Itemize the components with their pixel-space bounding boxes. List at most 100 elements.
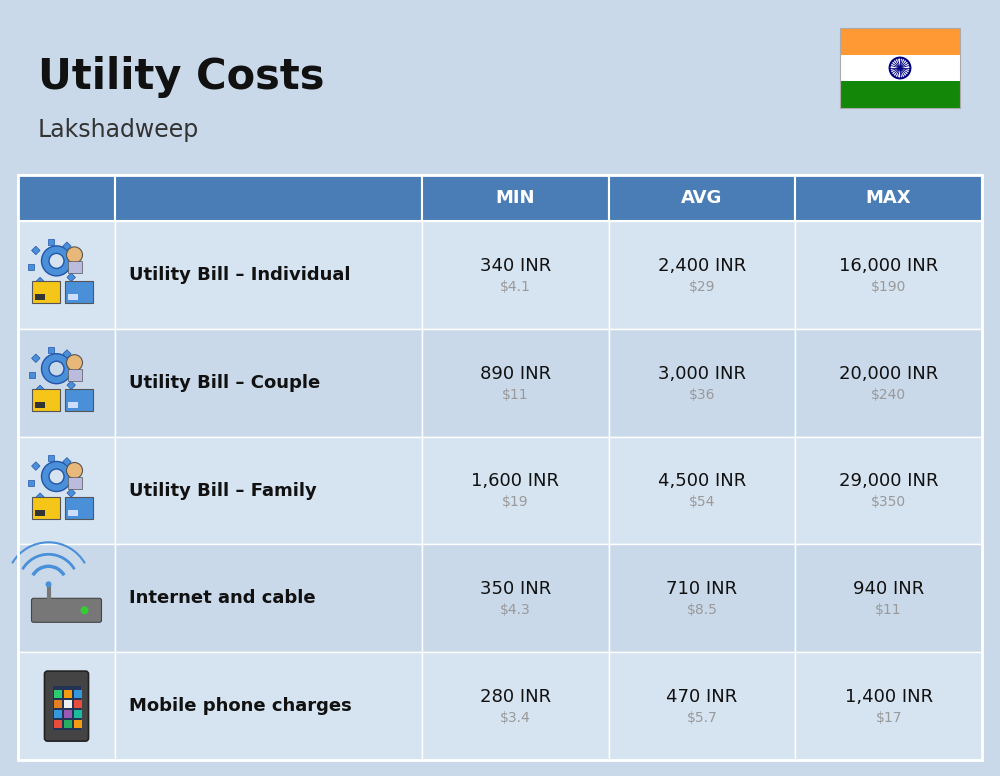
Circle shape (42, 246, 72, 276)
Bar (609, 329, 795, 437)
Bar (32, 281, 60, 303)
FancyBboxPatch shape (44, 671, 88, 741)
Circle shape (49, 361, 64, 376)
Bar (54, 700, 62, 708)
Text: 1,400 INR: 1,400 INR (845, 688, 933, 706)
Text: $19: $19 (502, 496, 529, 510)
Text: $29: $29 (689, 280, 715, 294)
Bar (54, 720, 62, 728)
Bar (840, 54, 960, 81)
Text: 4,500 INR: 4,500 INR (658, 473, 746, 490)
Bar (64, 281, 92, 303)
Bar (72, 258, 78, 264)
Bar (34, 294, 44, 300)
Circle shape (49, 469, 64, 484)
Bar (36, 385, 44, 393)
Text: 29,000 INR: 29,000 INR (839, 473, 938, 490)
Bar (115, 652, 422, 760)
FancyBboxPatch shape (68, 369, 82, 381)
FancyBboxPatch shape (68, 476, 82, 489)
Bar (64, 710, 72, 718)
Bar (840, 28, 960, 108)
Bar (795, 221, 982, 329)
Bar (54, 283, 60, 289)
Circle shape (66, 462, 82, 479)
Bar (18, 175, 115, 221)
Circle shape (42, 462, 72, 491)
Bar (32, 246, 40, 255)
Bar (422, 545, 609, 652)
Circle shape (66, 355, 82, 371)
Bar (115, 545, 422, 652)
Bar (64, 389, 92, 411)
Text: Utility Costs: Utility Costs (38, 56, 324, 98)
Bar (115, 329, 422, 437)
Bar (72, 365, 78, 372)
Bar (64, 497, 92, 518)
Bar (18, 545, 115, 652)
Bar (795, 437, 982, 545)
Bar (422, 175, 609, 221)
Bar (840, 81, 960, 108)
Text: AVG: AVG (681, 189, 723, 207)
Text: $8.5: $8.5 (687, 603, 717, 617)
Text: $11: $11 (875, 603, 902, 617)
Text: 16,000 INR: 16,000 INR (839, 257, 938, 275)
Bar (32, 389, 60, 411)
Bar (68, 510, 78, 515)
Bar (795, 545, 982, 652)
Bar (795, 652, 982, 760)
Text: Utility Bill – Couple: Utility Bill – Couple (129, 374, 320, 392)
Bar (115, 221, 422, 329)
Bar (29, 372, 35, 378)
Text: Mobile phone charges: Mobile phone charges (129, 697, 352, 715)
Bar (74, 720, 82, 728)
Text: $4.1: $4.1 (500, 280, 531, 294)
Bar (54, 690, 62, 698)
Bar (48, 347, 54, 353)
Bar (54, 710, 62, 718)
Text: Lakshadweep: Lakshadweep (38, 118, 199, 142)
Bar (67, 381, 75, 390)
Bar (609, 221, 795, 329)
Text: 890 INR: 890 INR (480, 365, 551, 383)
Bar (54, 390, 60, 397)
Text: $350: $350 (871, 496, 906, 510)
Circle shape (49, 254, 64, 268)
Text: $3.4: $3.4 (500, 711, 531, 725)
Bar (422, 652, 609, 760)
Bar (48, 239, 54, 245)
Bar (64, 720, 72, 728)
Bar (422, 221, 609, 329)
Bar (74, 690, 82, 698)
Bar (32, 354, 40, 362)
Bar (32, 497, 60, 518)
Circle shape (46, 581, 52, 587)
Bar (74, 700, 82, 708)
Text: MAX: MAX (866, 189, 911, 207)
Text: $11: $11 (502, 388, 529, 402)
Bar (34, 402, 44, 407)
Bar (422, 329, 609, 437)
Bar (68, 402, 78, 407)
Bar (68, 294, 78, 300)
Bar (422, 437, 609, 545)
Bar (18, 175, 982, 760)
Bar (72, 473, 78, 480)
Bar (18, 221, 115, 329)
Text: 2,400 INR: 2,400 INR (658, 257, 746, 275)
Text: 1,600 INR: 1,600 INR (471, 473, 559, 490)
Bar (795, 329, 982, 437)
Bar (52, 686, 80, 730)
Text: 710 INR: 710 INR (666, 580, 738, 598)
Text: $4.3: $4.3 (500, 603, 531, 617)
Bar (34, 510, 44, 515)
Text: 940 INR: 940 INR (853, 580, 924, 598)
Circle shape (80, 606, 88, 615)
Bar (67, 273, 75, 282)
Bar (36, 493, 44, 501)
Circle shape (42, 354, 72, 383)
Bar (28, 264, 34, 270)
Text: 350 INR: 350 INR (480, 580, 551, 598)
Bar (28, 480, 34, 486)
